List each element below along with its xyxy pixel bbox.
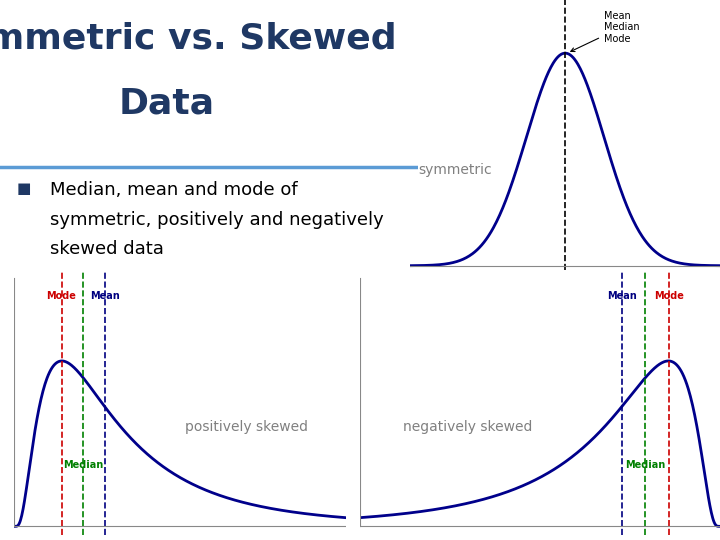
Text: positively skewed: positively skewed	[185, 420, 307, 434]
Text: Median: Median	[63, 460, 103, 470]
Text: Data: Data	[119, 86, 215, 120]
Text: symmetric, positively and negatively: symmetric, positively and negatively	[50, 211, 384, 228]
Text: Mean
Median
Mode: Mean Median Mode	[571, 11, 639, 51]
Text: Mode: Mode	[47, 292, 76, 301]
Text: Median, mean and mode of: Median, mean and mode of	[50, 181, 298, 199]
Text: skewed data: skewed data	[50, 240, 164, 258]
Text: negatively skewed: negatively skewed	[403, 420, 533, 434]
Text: symmetric: symmetric	[418, 163, 492, 177]
Text: Mean: Mean	[90, 292, 120, 301]
Text: ■: ■	[17, 181, 31, 196]
Text: Median: Median	[625, 460, 665, 470]
Text: Mean: Mean	[607, 292, 636, 301]
Text: Symmetric vs. Skewed: Symmetric vs. Skewed	[0, 22, 397, 56]
Text: Mode: Mode	[654, 292, 684, 301]
